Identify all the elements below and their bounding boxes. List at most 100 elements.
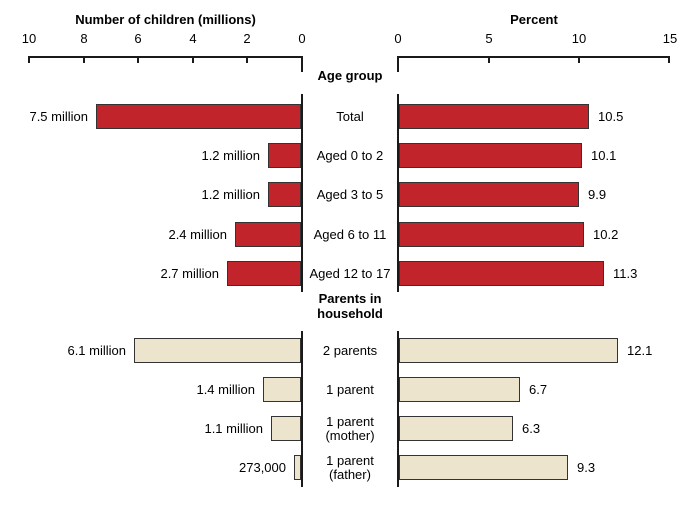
row-label-1-parent-mother: 1 parent (mother) [302,413,398,443]
category-label: 1 parent [326,413,374,429]
left-axis-title: Number of children (millions) [75,12,256,27]
left-axis-tick [246,56,248,63]
right-axis-tick [668,56,670,63]
left-axis-zero-tick [301,56,303,72]
bar-right-aged-3-5 [399,182,579,207]
row-aged-6-11-left: 2.4 million [0,222,301,247]
right-axis-zero-tick [397,56,399,72]
bar-right-1-parent-father [399,455,568,480]
section-header-line: Age group [317,68,383,83]
bar-left-1-parent-father [294,455,301,480]
category-label: Aged 0 to 2 [316,147,384,163]
bar-left-1-parent-mother [271,416,301,441]
bar-left-total [96,104,301,129]
left-axis-tick [28,56,30,63]
left-value-label: 1.4 million [196,382,255,397]
row-total-left: 7.5 million [0,104,301,129]
left-axis-tick-label: 2 [243,31,251,46]
left-axis-tick-label: 8 [80,31,88,46]
section-header-line: household [317,306,383,321]
row-label-total: Total [302,104,398,129]
row-1-parent-father-left: 273,000 [0,455,301,480]
bar-right-2-parents [399,338,618,363]
row-2-parents-right: 12.1 [399,338,700,363]
bar-right-total [399,104,589,129]
right-value-label: 10.1 [591,148,617,163]
left-value-label: 2.4 million [168,227,227,242]
left-axis-tick [137,56,139,63]
left-value-label: 1.2 million [201,148,260,163]
category-sublabel: (father) [329,466,371,482]
row-label-1-parent-father: 1 parent (father) [302,452,398,482]
left-axis-line [29,56,302,58]
bar-right-aged-6-11 [399,222,584,247]
category-label: Aged 6 to 11 [313,226,387,242]
bar-right-aged-12-17 [399,261,604,286]
right-value-label: 12.1 [627,343,653,358]
row-1-parent-mother-left: 1.1 million [0,416,301,441]
row-aged-3-5-right: 9.9 [399,182,700,207]
row-aged-0-2-left: 1.2 million [0,143,301,168]
row-label-aged-0-2: Aged 0 to 2 [302,143,398,168]
right-axis-tick-label: 15 [662,31,678,46]
row-aged-0-2-right: 10.1 [399,143,700,168]
right-value-label: 11.3 [613,266,638,281]
bar-left-1-parent [263,377,301,402]
right-axis-tick-label: 0 [394,31,402,46]
right-axis-tick-label: 10 [571,31,587,46]
category-label: 1 parent [326,381,374,397]
bar-left-aged-12-17 [227,261,301,286]
left-value-label: 2.7 million [160,266,219,281]
category-label: Aged 12 to 17 [309,265,391,281]
left-value-label: 6.1 million [67,343,126,358]
category-label: 2 parents [322,342,378,358]
right-value-label: 9.9 [588,187,607,202]
category-label: 1 parent [326,452,374,468]
left-zero-line-age [301,94,303,292]
row-1-parent-left: 1.4 million [0,377,301,402]
category-label: Total [336,108,364,124]
left-value-label: 273,000 [239,460,286,475]
row-label-1-parent: 1 parent [302,377,398,402]
row-1-parent-right: 6.7 [399,377,700,402]
bar-left-2-parents [134,338,301,363]
bar-left-aged-0-2 [268,143,301,168]
left-zero-line-parents [301,331,303,487]
bar-left-aged-3-5 [268,182,301,207]
section-header-age-group: Age group [302,68,398,83]
row-aged-6-11-right: 10.2 [399,222,700,247]
right-zero-line-age [397,94,399,292]
category-label: Aged 3 to 5 [316,186,384,202]
category-sublabel: (mother) [325,427,375,443]
right-value-label: 6.7 [529,382,548,397]
section-header-parents: Parents in household [302,291,398,321]
left-axis-tick-label: 4 [189,31,197,46]
bar-right-1-parent [399,377,520,402]
row-aged-3-5-left: 1.2 million [0,182,301,207]
bar-right-aged-0-2 [399,143,582,168]
right-axis-tick-label: 5 [485,31,493,46]
right-value-label: 10.2 [593,227,619,242]
row-label-aged-3-5: Aged 3 to 5 [302,182,398,207]
right-axis-tick [578,56,580,63]
right-zero-line-parents [397,331,399,487]
left-axis-tick-label: 0 [298,31,306,46]
row-total-right: 10.5 [399,104,700,129]
left-value-label: 7.5 million [29,109,88,124]
row-label-aged-12-17: Aged 12 to 17 [302,261,398,286]
row-2-parents-left: 6.1 million [0,338,301,363]
row-aged-12-17-right: 11.3 [399,261,700,286]
row-label-2-parents: 2 parents [302,338,398,363]
row-aged-12-17-left: 2.7 million [0,261,301,286]
right-axis-line [398,56,670,58]
right-axis-title: Percent [510,12,558,27]
section-header-line: Parents in [318,291,382,306]
row-1-parent-mother-right: 6.3 [399,416,700,441]
right-value-label: 9.3 [577,460,596,475]
left-value-label: 1.1 million [204,421,263,436]
left-axis-tick [192,56,194,63]
left-axis-tick-label: 10 [21,31,37,46]
right-value-label: 6.3 [522,421,541,436]
right-axis-tick [488,56,490,63]
bar-left-aged-6-11 [235,222,301,247]
